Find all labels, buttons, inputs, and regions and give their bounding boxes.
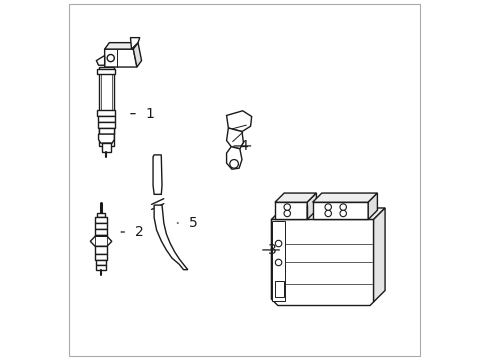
Polygon shape (226, 128, 243, 149)
Polygon shape (226, 147, 242, 169)
Polygon shape (306, 193, 316, 220)
Polygon shape (96, 55, 104, 65)
Circle shape (339, 210, 346, 217)
Polygon shape (154, 205, 187, 270)
Polygon shape (95, 229, 107, 235)
Text: 3: 3 (267, 243, 276, 257)
Circle shape (284, 204, 290, 210)
Polygon shape (274, 281, 284, 297)
Polygon shape (95, 217, 107, 223)
Polygon shape (104, 49, 137, 67)
Polygon shape (104, 42, 138, 49)
Polygon shape (97, 110, 115, 116)
Polygon shape (99, 134, 114, 143)
Text: 1: 1 (145, 107, 154, 121)
Polygon shape (95, 223, 107, 229)
Polygon shape (90, 236, 112, 246)
Polygon shape (130, 38, 140, 49)
Circle shape (339, 204, 346, 210)
Polygon shape (102, 143, 110, 152)
Polygon shape (312, 202, 367, 220)
Polygon shape (271, 221, 285, 301)
Polygon shape (99, 129, 114, 134)
Circle shape (229, 159, 238, 168)
Circle shape (325, 204, 331, 210)
Polygon shape (95, 246, 107, 254)
Circle shape (325, 210, 331, 217)
Polygon shape (274, 193, 316, 202)
Polygon shape (97, 69, 115, 74)
Polygon shape (153, 155, 162, 194)
Polygon shape (95, 235, 107, 241)
Text: 5: 5 (188, 216, 197, 230)
Polygon shape (367, 193, 377, 220)
Circle shape (284, 210, 290, 217)
Polygon shape (312, 193, 377, 202)
Circle shape (275, 240, 281, 247)
Polygon shape (95, 254, 106, 260)
Polygon shape (271, 220, 373, 306)
Polygon shape (98, 122, 115, 128)
Circle shape (107, 54, 114, 62)
Polygon shape (96, 265, 106, 270)
Polygon shape (96, 260, 106, 265)
Polygon shape (271, 208, 384, 220)
Polygon shape (133, 42, 142, 67)
Text: 2: 2 (135, 225, 143, 239)
Circle shape (275, 259, 281, 266)
Polygon shape (97, 213, 104, 217)
Polygon shape (98, 116, 115, 122)
Polygon shape (226, 111, 251, 132)
Polygon shape (99, 67, 113, 146)
Polygon shape (274, 202, 306, 220)
Text: 4: 4 (239, 139, 247, 153)
Polygon shape (373, 208, 384, 302)
